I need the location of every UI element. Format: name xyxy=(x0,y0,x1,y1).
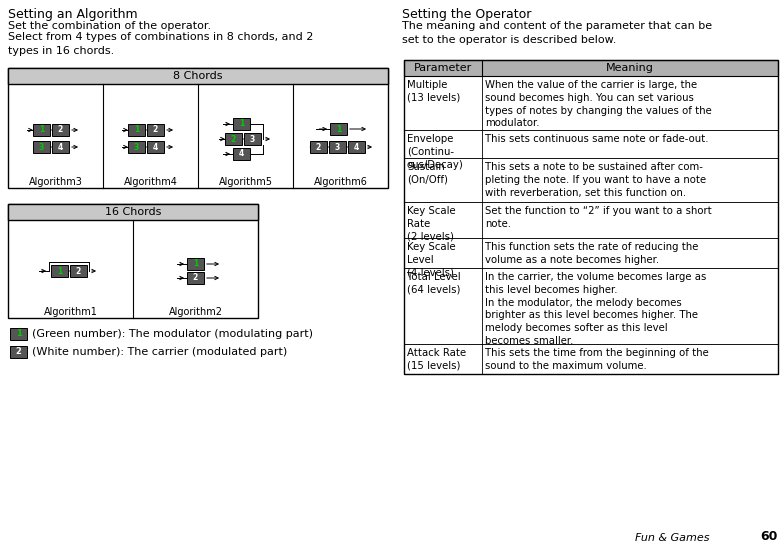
Text: 3: 3 xyxy=(39,142,44,151)
Text: 3: 3 xyxy=(335,142,340,151)
FancyBboxPatch shape xyxy=(329,141,346,153)
Text: Fun & Games: Fun & Games xyxy=(635,533,710,543)
Text: Select from 4 types of combinations in 8 chords, and 2
types in 16 chords.: Select from 4 types of combinations in 8… xyxy=(8,32,314,56)
Text: This sets the time from the beginning of the
sound to the maximum volume.: This sets the time from the beginning of… xyxy=(485,348,709,371)
Text: 2: 2 xyxy=(153,125,158,134)
Bar xyxy=(404,268,778,344)
Text: When the value of the carrier is large, the
sound becomes high. You can set vari: When the value of the carrier is large, … xyxy=(485,80,712,128)
Bar xyxy=(404,130,778,158)
Text: 2: 2 xyxy=(76,266,81,276)
Text: 1: 1 xyxy=(134,125,139,134)
FancyBboxPatch shape xyxy=(10,346,27,358)
Bar xyxy=(8,68,388,188)
Bar xyxy=(404,202,778,238)
Bar xyxy=(404,344,778,374)
FancyBboxPatch shape xyxy=(187,258,204,270)
Text: Key Scale
Rate
(2 levels): Key Scale Rate (2 levels) xyxy=(407,206,456,242)
Bar xyxy=(8,204,258,318)
Text: 2: 2 xyxy=(58,125,64,134)
Text: Algorithm3: Algorithm3 xyxy=(28,177,82,187)
FancyBboxPatch shape xyxy=(244,133,261,145)
Text: Setting the Operator: Setting the Operator xyxy=(402,8,532,21)
Bar xyxy=(404,60,778,76)
Text: (Green number): The modulator (modulating part): (Green number): The modulator (modulatin… xyxy=(32,329,313,339)
Text: In the carrier, the volume becomes large as
this level becomes higher.
In the mo: In the carrier, the volume becomes large… xyxy=(485,272,706,346)
Text: 1: 1 xyxy=(39,125,44,134)
FancyBboxPatch shape xyxy=(70,265,87,277)
FancyBboxPatch shape xyxy=(310,141,327,153)
Text: Setting an Algorithm: Setting an Algorithm xyxy=(8,8,138,21)
Text: 1: 1 xyxy=(16,329,21,339)
Text: Algorithm5: Algorithm5 xyxy=(219,177,273,187)
FancyBboxPatch shape xyxy=(33,124,50,136)
Text: 3: 3 xyxy=(250,134,255,144)
FancyBboxPatch shape xyxy=(147,124,164,136)
FancyBboxPatch shape xyxy=(10,328,27,340)
FancyBboxPatch shape xyxy=(330,123,347,135)
FancyBboxPatch shape xyxy=(128,124,145,136)
Bar xyxy=(404,76,778,130)
Text: 60: 60 xyxy=(760,530,778,543)
FancyBboxPatch shape xyxy=(233,148,250,160)
Text: 1: 1 xyxy=(193,260,198,269)
Text: 2: 2 xyxy=(230,134,236,144)
FancyBboxPatch shape xyxy=(128,141,145,153)
Text: Algorithm1: Algorithm1 xyxy=(44,307,97,317)
Bar xyxy=(8,204,258,220)
Text: Key Scale
Level
(4 levels): Key Scale Level (4 levels) xyxy=(407,242,456,278)
Bar xyxy=(404,158,778,202)
Text: 4: 4 xyxy=(153,142,158,151)
Text: Algorithm4: Algorithm4 xyxy=(124,177,177,187)
Text: This function sets the rate of reducing the
volume as a note becomes higher.: This function sets the rate of reducing … xyxy=(485,242,699,265)
FancyBboxPatch shape xyxy=(233,118,250,130)
Text: 1: 1 xyxy=(57,266,62,276)
Text: Envelope
(Continu-
ous/Decay): Envelope (Continu- ous/Decay) xyxy=(407,134,464,169)
Text: (White number): The carrier (modulated part): (White number): The carrier (modulated p… xyxy=(32,347,287,357)
Text: The meaning and content of the parameter that can be
set to the operator is desc: The meaning and content of the parameter… xyxy=(402,21,712,45)
Text: 2: 2 xyxy=(193,273,198,283)
Text: Set the combination of the operator.: Set the combination of the operator. xyxy=(8,21,211,31)
Bar xyxy=(404,60,778,374)
Text: Attack Rate
(15 levels): Attack Rate (15 levels) xyxy=(407,348,466,371)
Text: 2: 2 xyxy=(16,347,21,357)
Text: 4: 4 xyxy=(239,150,244,158)
FancyBboxPatch shape xyxy=(187,272,204,284)
Text: 16 Chords: 16 Chords xyxy=(105,207,162,217)
Text: Multiple
(13 levels): Multiple (13 levels) xyxy=(407,80,460,103)
Text: Parameter: Parameter xyxy=(414,63,472,73)
Text: 1: 1 xyxy=(336,124,341,134)
Text: 1: 1 xyxy=(239,119,244,128)
Text: 3: 3 xyxy=(134,142,139,151)
Text: Algorithm6: Algorithm6 xyxy=(314,177,368,187)
FancyBboxPatch shape xyxy=(52,124,69,136)
Text: This sets a note to be sustained after com-
pleting the note. If you want to hav: This sets a note to be sustained after c… xyxy=(485,162,706,198)
Text: Sustain
(On/Off): Sustain (On/Off) xyxy=(407,162,448,185)
Text: 4: 4 xyxy=(354,142,359,151)
Text: This sets continuous same note or fade-out.: This sets continuous same note or fade-o… xyxy=(485,134,709,144)
FancyBboxPatch shape xyxy=(52,141,69,153)
Text: Total Level
(64 levels): Total Level (64 levels) xyxy=(407,272,461,295)
FancyBboxPatch shape xyxy=(33,141,50,153)
Text: Meaning: Meaning xyxy=(606,63,654,73)
FancyBboxPatch shape xyxy=(147,141,164,153)
Bar xyxy=(404,238,778,268)
FancyBboxPatch shape xyxy=(348,141,365,153)
FancyBboxPatch shape xyxy=(51,265,68,277)
Text: 2: 2 xyxy=(316,142,321,151)
Text: Algorithm2: Algorithm2 xyxy=(169,307,223,317)
FancyBboxPatch shape xyxy=(225,133,242,145)
Text: Set the function to “2” if you want to a short
note.: Set the function to “2” if you want to a… xyxy=(485,206,712,229)
Text: 4: 4 xyxy=(58,142,64,151)
Text: 8 Chords: 8 Chords xyxy=(173,71,223,81)
Bar xyxy=(8,68,388,84)
